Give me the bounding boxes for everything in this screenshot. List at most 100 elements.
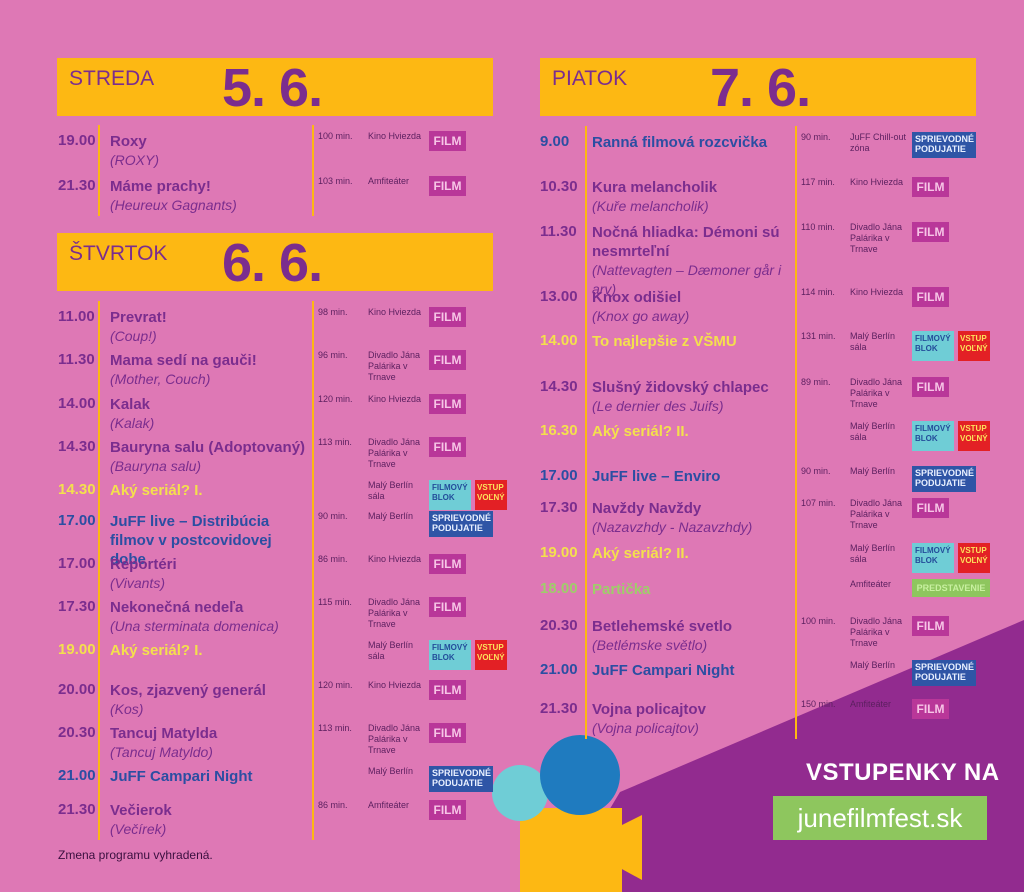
event-original-title: (Vivants) bbox=[110, 575, 165, 591]
event-row[interactable]: 9.00 Ranná filmová rozcvička 90 min. JuFF C… bbox=[540, 128, 980, 170]
event-time: 17.00 bbox=[58, 512, 96, 529]
event-title: JuFF Campari Night bbox=[592, 662, 735, 679]
free-entry-tag: VSTUP VOĽNÝ bbox=[475, 480, 507, 510]
event-row[interactable]: 14.30 Slušný židovský chlapec (Le dernier … bbox=[540, 373, 980, 415]
free-entry-tag: VSTUP VOĽNÝ bbox=[958, 331, 990, 361]
event-row[interactable]: 11.30 Nočná hliadka: Démoni sú nesmrteľní… bbox=[540, 218, 980, 297]
event-time: 17.00 bbox=[540, 467, 578, 484]
event-row[interactable]: 11.00 Prevrat! (Coup!) 98 min. Kino Hviezda F… bbox=[58, 303, 498, 345]
event-row[interactable]: 14.00 To najlepšie z VŠMU 131 min. Malý Ber… bbox=[540, 327, 990, 369]
side-event-tag: SPRIEVODNÉ PODUJATIE bbox=[429, 511, 493, 537]
event-title: JuFF live – Distribúcia filmov v postcov… bbox=[110, 513, 272, 568]
film-tag: FILM bbox=[912, 616, 949, 636]
event-row[interactable]: 21.00 JuFF Campari Night Malý Berlín SPRIEV… bbox=[58, 762, 498, 804]
event-venue: Kino Hviezda bbox=[368, 680, 422, 690]
event-duration: 117 min. bbox=[801, 177, 835, 187]
event-original-title: (Bauryna salu) bbox=[110, 458, 202, 474]
event-row[interactable]: 14.00 Kalak (Kalak) 120 min. Kino Hviezda FIL… bbox=[58, 390, 498, 432]
film-tag: FILM bbox=[429, 394, 466, 414]
film-tag: FILM bbox=[912, 377, 949, 397]
event-row[interactable]: 16.30 Aký seriál? II. Malý Berlín sála FILM… bbox=[540, 417, 990, 459]
event-venue: Amfiteáter bbox=[368, 800, 410, 810]
event-time: 21.30 bbox=[58, 801, 96, 818]
film-block-tag: FILMOVÝ BLOK bbox=[429, 640, 471, 670]
event-title: Vojna policajtov bbox=[592, 701, 706, 718]
event-duration: 110 min. bbox=[801, 222, 835, 232]
event-time: 19.00 bbox=[58, 132, 96, 149]
event-row[interactable]: 19.00 Aký seriál? I. Malý Berlín sála FILMO… bbox=[58, 636, 507, 678]
event-row[interactable]: 14.30 Bauryna salu (Adoptovaný) (Bauryna s… bbox=[58, 433, 498, 475]
event-duration: 90 min. bbox=[318, 511, 348, 521]
event-venue: Divadlo Jána Palárika v Trnave bbox=[850, 616, 903, 648]
event-venue: Divadlo Jána Palárika v Trnave bbox=[368, 437, 421, 469]
event-venue: Malý Berlín bbox=[368, 511, 414, 521]
event-row[interactable]: 17.00 JuFF live – Enviro 90 min. Malý Berlí… bbox=[540, 462, 980, 504]
event-title: Aký seriál? I. bbox=[110, 482, 203, 499]
event-row[interactable]: 17.30 Navždy Navždy (Nazavzhdy - Nazavzhdy… bbox=[540, 494, 980, 536]
film-tag: FILM bbox=[429, 680, 466, 700]
event-row[interactable]: 19.00 Roxy (ROXY) 100 min. Kino Hviezda FILM bbox=[58, 127, 498, 169]
tickets-link[interactable]: junefilmfest.sk bbox=[773, 796, 987, 840]
event-venue: Kino Hviezda bbox=[368, 131, 422, 141]
event-row[interactable]: 20.00 Kos, zjazvený generál (Kos) 120 min. K… bbox=[58, 676, 498, 718]
event-title: Bauryna salu (Adoptovaný) bbox=[110, 439, 306, 456]
event-duration: 114 min. bbox=[801, 287, 835, 297]
event-title: Kalak bbox=[110, 396, 151, 413]
event-title: Tancuj Matylda bbox=[110, 725, 218, 742]
event-title: JuFF live – Enviro bbox=[592, 468, 721, 485]
event-row[interactable]: 17.00 Reportéri (Vivants) 86 min. Kino Hviez… bbox=[58, 550, 498, 592]
day-name: ŠTVRTOK bbox=[69, 242, 168, 265]
event-time: 21.30 bbox=[540, 700, 578, 717]
event-duration: 86 min. bbox=[318, 800, 348, 810]
event-venue: Divadlo Jána Palárika v Trnave bbox=[368, 597, 421, 629]
camera-lens bbox=[620, 815, 642, 880]
film-tag: FILM bbox=[912, 699, 949, 719]
event-time: 20.30 bbox=[540, 617, 578, 634]
event-row[interactable]: 21.00 JuFF Campari Night Malý Berlín SPRIEV… bbox=[540, 656, 980, 698]
free-entry-tag: VSTUP VOĽNÝ bbox=[475, 640, 507, 670]
event-row[interactable]: 20.30 Betlehemské svetlo (Betlémske světlo… bbox=[540, 612, 980, 654]
event-title: Nočná hliadka: Démoni sú nesmrteľní bbox=[592, 224, 780, 260]
event-row[interactable]: 21.30 Večierok (Večírek) 86 min. Amfiteáter F… bbox=[58, 796, 498, 838]
event-row[interactable]: 21.30 Máme prachy! (Heureux Gagnants) 103 m… bbox=[58, 172, 498, 214]
column-divider bbox=[795, 126, 797, 739]
program-note: Zmena programu vyhradená. bbox=[58, 848, 213, 862]
event-row[interactable]: 17.30 Nekonečná nedeľa (Una sterminata dom… bbox=[58, 593, 498, 635]
side-event-tag: SPRIEVODNÉ PODUJATIE bbox=[912, 132, 976, 158]
event-original-title: (Una sterminata domenica) bbox=[110, 618, 279, 634]
event-row[interactable]: 13.00 Knox odišiel (Knox go away) 114 min. K… bbox=[540, 283, 980, 325]
event-duration: 100 min. bbox=[801, 616, 836, 626]
event-venue: Malý Berlín bbox=[368, 766, 414, 776]
event-duration: 113 min. bbox=[318, 723, 352, 733]
event-time: 10.30 bbox=[540, 178, 578, 195]
event-row[interactable]: 18.00 Partička Amfiteáter PREDSTAVENIE bbox=[540, 575, 990, 617]
column-divider bbox=[98, 301, 100, 840]
event-time: 11.30 bbox=[58, 351, 95, 368]
film-block-tag: FILMOVÝ BLOK bbox=[912, 421, 954, 451]
event-row[interactable]: 21.30 Vojna policajtov (Vojna policajtov) 1… bbox=[540, 695, 980, 737]
event-row[interactable]: 19.00 Aký seriál? II. Malý Berlín sála FILM… bbox=[540, 539, 990, 581]
event-title: Večierok bbox=[110, 802, 172, 819]
event-duration: 90 min. bbox=[801, 466, 831, 476]
event-original-title: (Večírek) bbox=[110, 821, 167, 837]
event-original-title: (Le dernier des Juifs) bbox=[592, 398, 724, 414]
event-original-title: (Kalak) bbox=[110, 415, 155, 431]
event-venue: Kino Hviezda bbox=[850, 177, 904, 187]
event-venue: Malý Berlín bbox=[850, 660, 896, 670]
event-venue: Divadlo Jána Palárika v Trnave bbox=[850, 377, 903, 409]
event-original-title: (Nattevagten – Dæmoner går i arv) bbox=[592, 262, 782, 297]
free-entry-tag: VSTUP VOĽNÝ bbox=[958, 421, 990, 451]
event-row[interactable]: 20.30 Tancuj Matylda (Tancuj Matyldo) 113 m… bbox=[58, 719, 498, 761]
event-row[interactable]: 17.00 JuFF live – Distribúcia filmov v po… bbox=[58, 507, 498, 568]
event-row[interactable]: 11.30 Mama sedí na gauči! (Mother, Couch) 9… bbox=[58, 346, 498, 388]
event-venue: Malý Berlín sála bbox=[368, 640, 414, 661]
film-tag: FILM bbox=[429, 554, 466, 574]
event-venue: Divadlo Jána Palárika v Trnave bbox=[368, 350, 421, 382]
event-title: Prevrat! bbox=[110, 309, 167, 326]
event-row[interactable]: 14.30 Aký seriál? I. Malý Berlín sála FILMO… bbox=[58, 476, 507, 518]
event-title: Partička bbox=[592, 581, 651, 598]
event-row[interactable]: 10.30 Kura melancholik (Kuře melancholik) 1… bbox=[540, 173, 980, 215]
side-event-tag: SPRIEVODNÉ PODUJATIE bbox=[912, 660, 976, 686]
event-original-title: (Kuře melancholik) bbox=[592, 198, 709, 214]
day-header: ŠTVRTOK 6. 6. bbox=[57, 233, 493, 292]
